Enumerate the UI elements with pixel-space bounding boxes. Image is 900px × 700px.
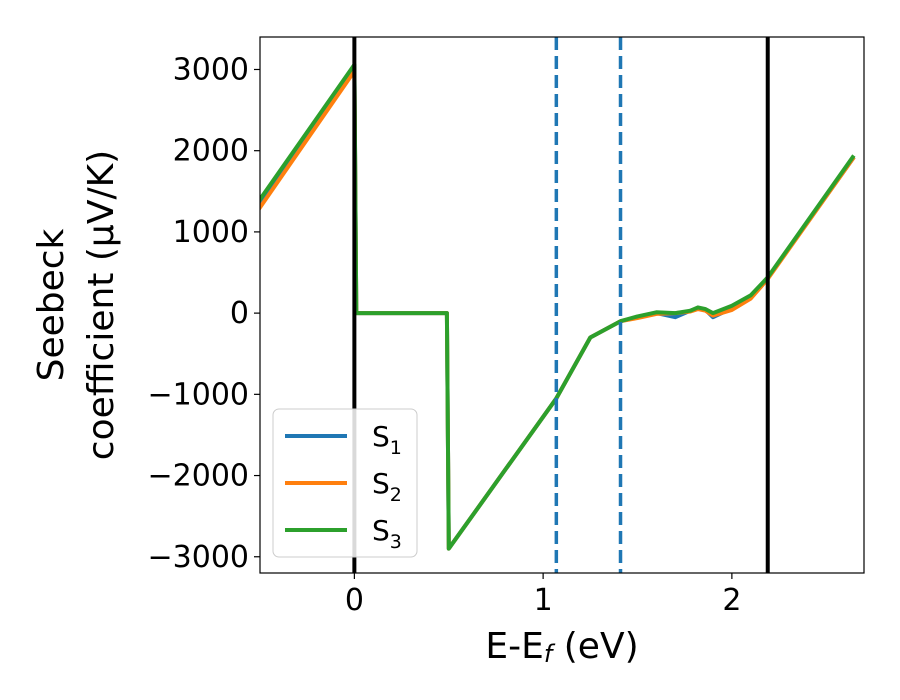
series-line-3 <box>260 62 856 551</box>
y-tick-label: −2000 <box>148 459 249 494</box>
legend-label-3: S3 <box>372 514 402 553</box>
plot-frame <box>259 36 865 574</box>
y-tick-label: 3000 <box>173 52 249 87</box>
plot-area <box>260 37 856 573</box>
series-lines <box>260 62 856 551</box>
legend: S1 S2 S3 <box>272 408 418 558</box>
legend-label-2: S2 <box>372 467 402 506</box>
y-tick-label: 1000 <box>173 215 249 250</box>
y-tick-label: −1000 <box>148 377 249 412</box>
y-tick-label: −3000 <box>148 540 249 575</box>
y-tick-label: 0 <box>230 296 249 331</box>
y-axis-title-line2: coefficient (μV/K) <box>81 150 122 460</box>
x-tick-label: 2 <box>722 583 741 618</box>
y-axis-title-line1: Seebeck <box>31 228 72 381</box>
y-axis-ticks: −3000 −2000 −1000 0 1000 2000 3000 <box>148 52 260 575</box>
x-axis-title: E-Ef (eV) <box>485 626 638 668</box>
x-tick-label: 0 <box>345 583 364 618</box>
y-tick-label: 2000 <box>173 134 249 169</box>
legend-label-1: S1 <box>372 420 402 459</box>
x-tick-label: 1 <box>534 583 553 618</box>
y-axis-title: Seebeck coefficient (μV/K) <box>31 150 122 460</box>
x-axis-ticks: 0 1 2 <box>345 573 741 618</box>
